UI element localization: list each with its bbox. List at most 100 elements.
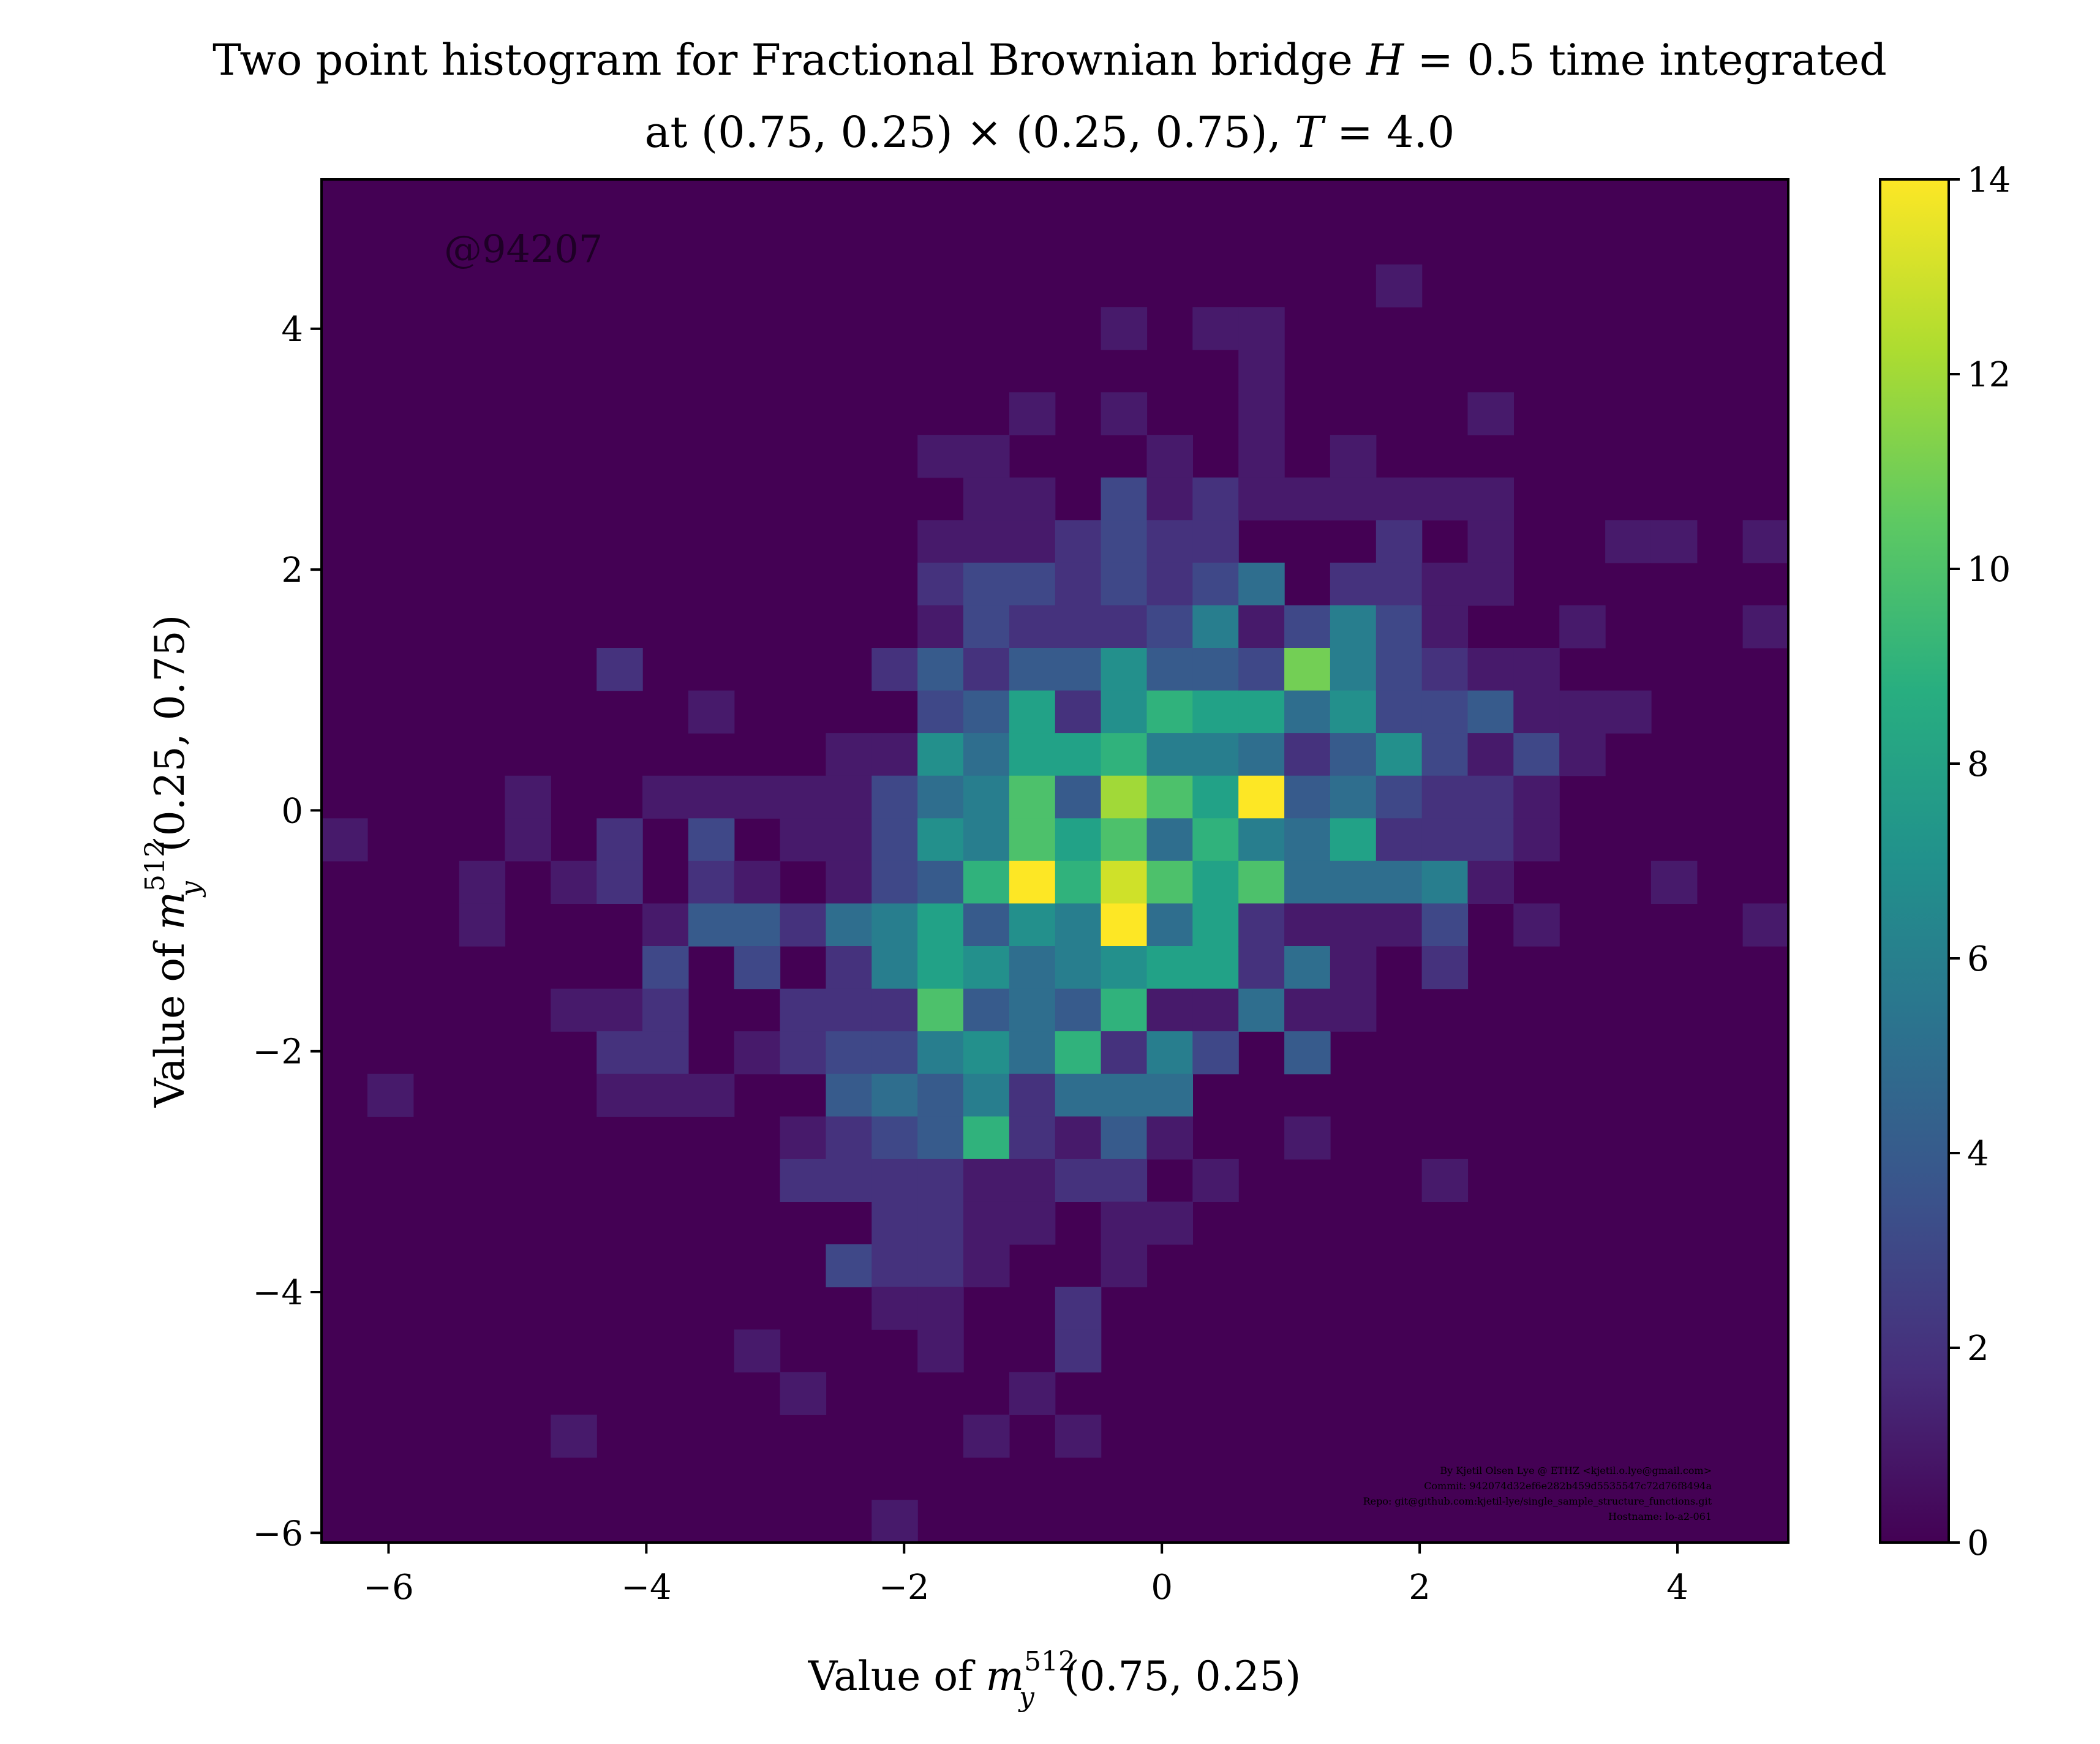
chart-title-line1: Two point histogram for Fractional Brown… — [213, 35, 1887, 85]
heatmap-cell — [1421, 690, 1469, 734]
heatmap-cell — [734, 1329, 781, 1373]
heatmap-cell — [1009, 392, 1056, 435]
credit-line: Commit: 942074d32ef6e282b459d5535547c72d… — [1424, 1480, 1712, 1492]
heatmap-cell — [871, 733, 918, 776]
heatmap-cell — [1513, 903, 1560, 947]
x-axis-label: Value of m512 y (0.75, 0.25) — [808, 1646, 1301, 1713]
heatmap-cell — [917, 1031, 964, 1075]
y-tick-label: 4 — [281, 310, 303, 350]
heatmap-cell — [1330, 690, 1377, 734]
heatmap-cell — [1559, 733, 1606, 776]
heatmap-cell — [871, 1159, 918, 1202]
heatmap-cell — [734, 860, 781, 904]
heatmap-cell — [1192, 1031, 1239, 1075]
heatmap-cell — [1146, 860, 1193, 904]
heatmap-cell — [1146, 988, 1193, 1032]
heatmap-cell — [1009, 477, 1056, 521]
heatmap-cell — [1421, 818, 1469, 862]
heatmap-cell — [963, 733, 1010, 776]
heatmap-cell — [1467, 775, 1514, 819]
heatmap-cell — [871, 903, 918, 947]
y-axis-label-source: Value of m_y^512(0.25, 0.75) — [0, 0, 10, 1]
colorbar-tick-label: 10 — [1967, 550, 2011, 590]
heatmap-cell — [1146, 562, 1193, 606]
heatmap-cell — [917, 818, 964, 862]
heatmap-cell — [1009, 1031, 1056, 1075]
colorbar-gradient — [1880, 179, 1949, 1543]
credit-line: By Kjetil Olsen Lye @ ETHZ <kjetil.o.lye… — [1440, 1465, 1712, 1476]
heatmap-cell — [597, 860, 643, 904]
heatmap-cell — [1742, 520, 1790, 563]
heatmap-cell — [1055, 1329, 1102, 1373]
heatmap-cell — [1101, 562, 1148, 606]
heatmap-cell — [642, 775, 689, 819]
heatmap-cell — [1513, 733, 1560, 776]
heatmap-cell — [871, 1244, 918, 1288]
heatmap-cell — [871, 1031, 918, 1075]
x-tick-label: 4 — [1666, 1568, 1688, 1607]
heatmap-cell — [1421, 1159, 1469, 1202]
heatmap-cell — [871, 946, 918, 990]
heatmap-cell — [917, 1329, 964, 1373]
heatmap-cell — [1284, 988, 1331, 1032]
heatmap-cell — [688, 860, 735, 904]
heatmap-cell — [1009, 860, 1056, 904]
heatmap-cell — [1238, 818, 1285, 862]
heatmap-cell — [1192, 605, 1239, 648]
colorbar-ticks: 0 2 4 6 8 10 12 14 — [1949, 160, 2011, 1563]
colorbar-frame — [1879, 178, 1950, 1544]
x-tick-label: 0 — [1151, 1568, 1173, 1607]
heatmap-cell — [1513, 690, 1560, 734]
heatmap-cell — [780, 1159, 827, 1202]
heatmap-cell — [1238, 648, 1285, 691]
heatmap-cell — [1238, 690, 1285, 734]
heatmap-cell — [1009, 946, 1056, 990]
heatmap-cell — [642, 903, 689, 947]
heatmap-cell — [917, 562, 964, 606]
heatmap-cell — [917, 605, 964, 648]
heatmap-cell — [1009, 775, 1056, 819]
heatmap-cell — [322, 818, 368, 862]
heatmap-cell — [963, 648, 1010, 691]
heatmap-cell — [1376, 605, 1423, 648]
heatmap-cell — [917, 860, 964, 904]
heatmap-cell — [1146, 690, 1193, 734]
heatmap-cell — [734, 903, 781, 947]
heatmap-cell — [871, 1500, 918, 1543]
heatmap-cell — [1421, 733, 1469, 776]
heatmap-cell — [1101, 988, 1148, 1032]
heatmap-cell — [1009, 520, 1056, 563]
heatmap-cell — [1009, 648, 1056, 691]
heatmap-cell — [917, 1073, 964, 1117]
heatmap-cell — [1330, 946, 1377, 990]
heatmap-cell — [1101, 307, 1148, 350]
heatmap-cell — [1376, 648, 1423, 691]
heatmap-cell — [597, 818, 643, 862]
heatmap-cell — [1376, 860, 1423, 904]
heatmap-cell — [1101, 1073, 1148, 1117]
colorbar-tick-label: 4 — [1967, 1134, 1989, 1174]
heatmap-cell — [826, 1073, 872, 1117]
colorbar-tick-label: 6 — [1967, 939, 1989, 979]
heatmap-cell — [963, 1073, 1010, 1117]
heatmap-cell — [1192, 690, 1239, 734]
heatmap-cell — [826, 775, 872, 819]
heatmap-cell — [1192, 860, 1239, 904]
heatmap-cell — [1376, 562, 1423, 606]
heatmap-cell — [1421, 605, 1469, 648]
heatmap-cell — [963, 1244, 1010, 1288]
heatmap-cell — [1101, 1244, 1148, 1288]
heatmap-cell — [917, 1287, 964, 1330]
heatmap-cell — [1055, 1031, 1102, 1075]
heatmap-cell — [1238, 562, 1285, 606]
heatmap-cell — [1284, 818, 1331, 862]
heatmap-cell — [917, 733, 964, 776]
heatmap-cell — [1146, 520, 1193, 563]
credits-block: By Kjetil Olsen Lye @ ETHZ <kjetil.o.lye… — [1363, 1465, 1712, 1522]
heatmap-cell — [1421, 860, 1469, 904]
heatmap-cell — [688, 775, 735, 819]
heatmap-cell — [1330, 435, 1377, 478]
heatmap-cell — [1467, 520, 1514, 563]
heatmap-cell — [1146, 435, 1193, 478]
heatmap-cell — [1055, 605, 1102, 648]
